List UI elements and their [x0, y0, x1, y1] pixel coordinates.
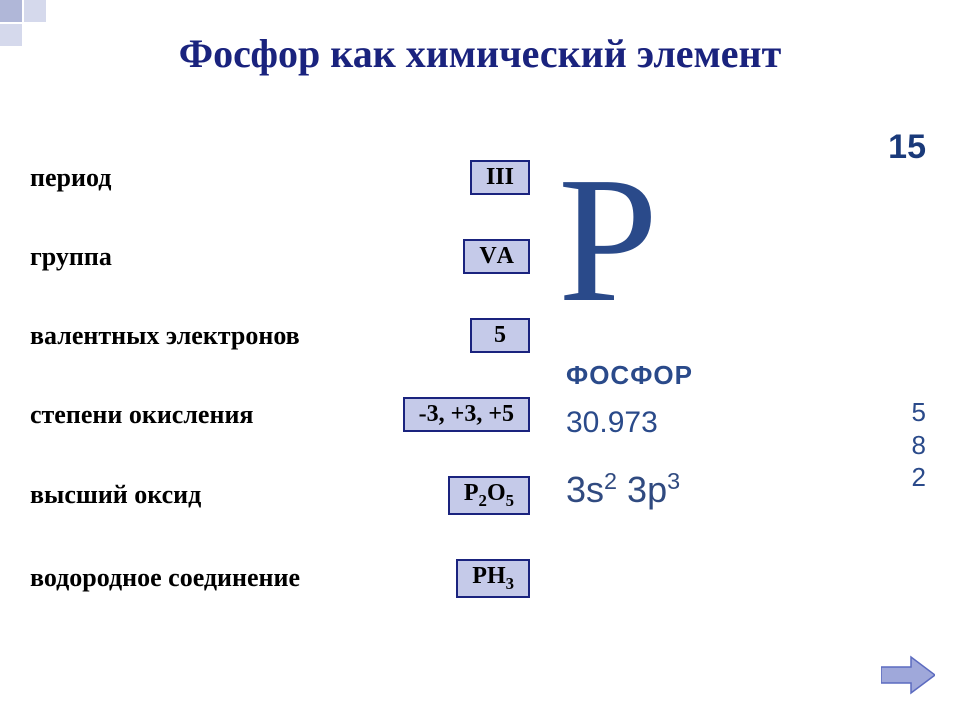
row-group: группа VА [30, 239, 530, 274]
shell-value: 2 [912, 461, 926, 494]
value-box: III [470, 160, 530, 195]
shell-value: 5 [912, 396, 926, 429]
element-name: ФОСФОР [566, 360, 693, 391]
row-oxidation-states: степени окисления -3, +3, +5 [30, 397, 530, 432]
element-card: 15 P ФОСФОР 30.973 3s2 3p3 5 8 2 [538, 120, 938, 540]
slide-title: Фосфор как химический элемент [0, 30, 960, 77]
atomic-mass: 30.973 [566, 406, 658, 440]
row-period: период III [30, 160, 530, 195]
row-label: степени окисления [30, 400, 254, 430]
row-valence-electrons: валентных электронов 5 [30, 318, 530, 353]
shell-value: 8 [912, 429, 926, 462]
row-hydrogen-compound: водородное соединение РН3 [30, 559, 530, 598]
row-label: валентных электронов [30, 321, 300, 351]
row-highest-oxide: высший оксид Р2О5 [30, 476, 530, 515]
properties-list: период III группа VА валентных электроно… [30, 160, 530, 598]
next-arrow-button[interactable] [881, 655, 935, 695]
electron-shells: 5 8 2 [912, 396, 926, 494]
element-symbol: P [558, 150, 658, 330]
row-label: высший оксид [30, 480, 201, 510]
row-label: период [30, 163, 111, 193]
row-label: водородное соединение [30, 563, 300, 593]
atomic-number: 15 [888, 128, 926, 167]
row-label: группа [30, 242, 112, 272]
value-box: VА [463, 239, 530, 274]
value-box: 5 [470, 318, 530, 353]
value-box: РН3 [456, 559, 530, 598]
value-box: -3, +3, +5 [403, 397, 530, 432]
arrow-right-icon [881, 655, 935, 695]
value-box: Р2О5 [448, 476, 530, 515]
electron-config: 3s2 3p3 [566, 468, 680, 511]
